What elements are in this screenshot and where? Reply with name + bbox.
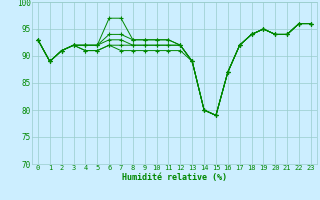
X-axis label: Humidité relative (%): Humidité relative (%) [122,173,227,182]
